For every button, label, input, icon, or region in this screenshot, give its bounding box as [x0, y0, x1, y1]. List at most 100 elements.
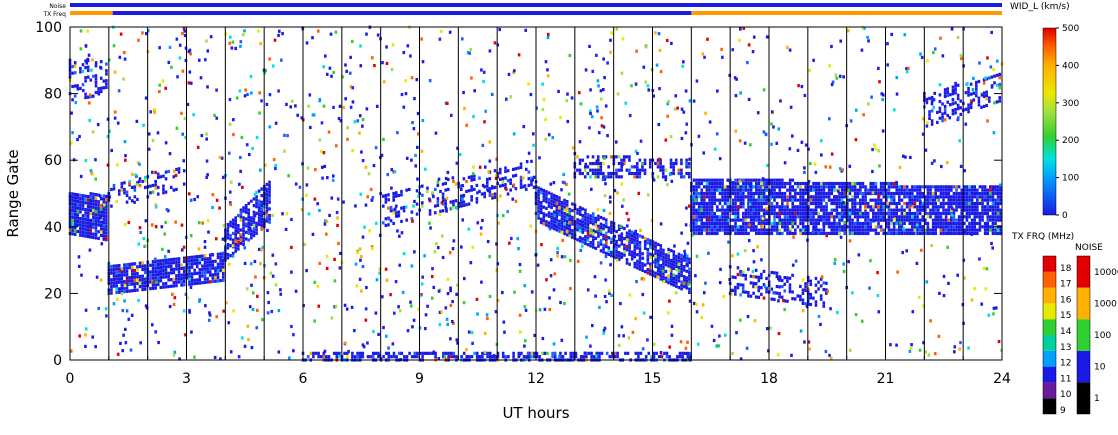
- data-cell: [955, 191, 958, 196]
- data-cell: [892, 191, 896, 196]
- data-cell: [942, 208, 945, 212]
- data-cell: [321, 176, 324, 180]
- data-cell: [226, 222, 230, 227]
- data-cell: [920, 248, 923, 252]
- data-cell: [639, 351, 643, 355]
- data-cell: [492, 353, 496, 358]
- data-cell: [585, 355, 588, 359]
- data-cell: [941, 119, 944, 123]
- data-cell: [460, 245, 463, 249]
- data-cell: [137, 298, 140, 303]
- data-cell: [973, 215, 977, 219]
- data-cell: [861, 231, 865, 236]
- data-cell: [817, 231, 821, 236]
- data-cell: [128, 196, 131, 200]
- data-cell: [189, 234, 193, 238]
- data-cell: [817, 188, 821, 192]
- data-cell: [903, 221, 906, 226]
- data-cell: [603, 326, 607, 330]
- data-cell: [993, 81, 996, 85]
- data-cell: [561, 355, 565, 359]
- data-cell: [970, 225, 974, 229]
- data-cell: [504, 169, 507, 173]
- data-cell: [931, 191, 935, 196]
- data-cell: [635, 161, 639, 166]
- data-cell: [994, 201, 997, 206]
- data-cell: [697, 178, 701, 182]
- data-cell: [862, 113, 865, 117]
- data-cell: [279, 292, 283, 296]
- data-cell: [81, 220, 85, 224]
- data-cell: [721, 185, 724, 189]
- data-cell: [141, 277, 144, 282]
- data-cell: [102, 86, 106, 90]
- data-cell: [775, 205, 779, 209]
- data-cell: [95, 275, 99, 279]
- data-cell: [572, 355, 575, 359]
- data-cell: [591, 235, 595, 239]
- data-cell: [99, 197, 103, 201]
- data-cell: [766, 327, 769, 331]
- data-cell: [680, 171, 683, 176]
- data-cell: [583, 168, 587, 172]
- data-cell: [911, 215, 914, 219]
- data-cell: [226, 242, 230, 247]
- data-cell: [716, 198, 719, 202]
- data-cell: [255, 228, 258, 232]
- data-cell: [588, 126, 591, 130]
- data-cell: [848, 231, 852, 236]
- data-cell: [578, 212, 582, 216]
- data-cell: [589, 230, 592, 235]
- data-cell: [143, 264, 147, 268]
- data-cell: [723, 221, 727, 226]
- data-cell: [939, 225, 943, 229]
- data-cell: [265, 102, 269, 107]
- data-cell: [929, 211, 932, 216]
- data-cell: [947, 281, 950, 285]
- data-cell: [175, 260, 178, 264]
- data-cell: [421, 60, 425, 64]
- data-cell: [583, 175, 587, 179]
- data-cell: [518, 262, 522, 267]
- data-cell: [620, 158, 623, 162]
- data-cell: [359, 64, 363, 68]
- data-cell: [610, 293, 613, 297]
- data-cell: [400, 231, 404, 235]
- data-cell: [162, 187, 165, 192]
- data-cell: [161, 247, 164, 251]
- data-cell: [955, 208, 958, 212]
- data-cell: [696, 342, 700, 346]
- data-cell: [547, 204, 551, 208]
- data-cell: [930, 119, 934, 123]
- data-cell: [167, 271, 170, 275]
- data-cell: [801, 231, 805, 236]
- data-cell: [911, 191, 914, 196]
- data-cell: [416, 145, 419, 149]
- data-cell: [221, 272, 225, 276]
- data-cell: [710, 188, 714, 192]
- data-cell: [874, 147, 878, 151]
- data-cell: [680, 270, 683, 274]
- data-cell: [482, 79, 485, 84]
- data-cell: [989, 188, 992, 192]
- data-cell: [749, 195, 753, 199]
- data-cell: [794, 211, 797, 216]
- data-cell: [649, 315, 652, 319]
- data-cell: [968, 208, 971, 212]
- data-cell: [439, 209, 442, 214]
- data-cell: [799, 191, 802, 196]
- data-cell: [602, 233, 605, 237]
- data-cell: [182, 279, 186, 284]
- data-cell: [812, 188, 815, 192]
- data-cell: [807, 340, 811, 344]
- data-cell: [833, 198, 836, 202]
- data-cell: [627, 218, 630, 222]
- data-cell: [576, 224, 579, 229]
- data-cell: [623, 246, 626, 251]
- data-cell: [708, 201, 711, 206]
- data-cell: [271, 213, 274, 218]
- data-cell: [532, 175, 536, 179]
- data-cell: [434, 355, 437, 359]
- data-cell: [773, 218, 776, 222]
- data-cell: [822, 185, 826, 189]
